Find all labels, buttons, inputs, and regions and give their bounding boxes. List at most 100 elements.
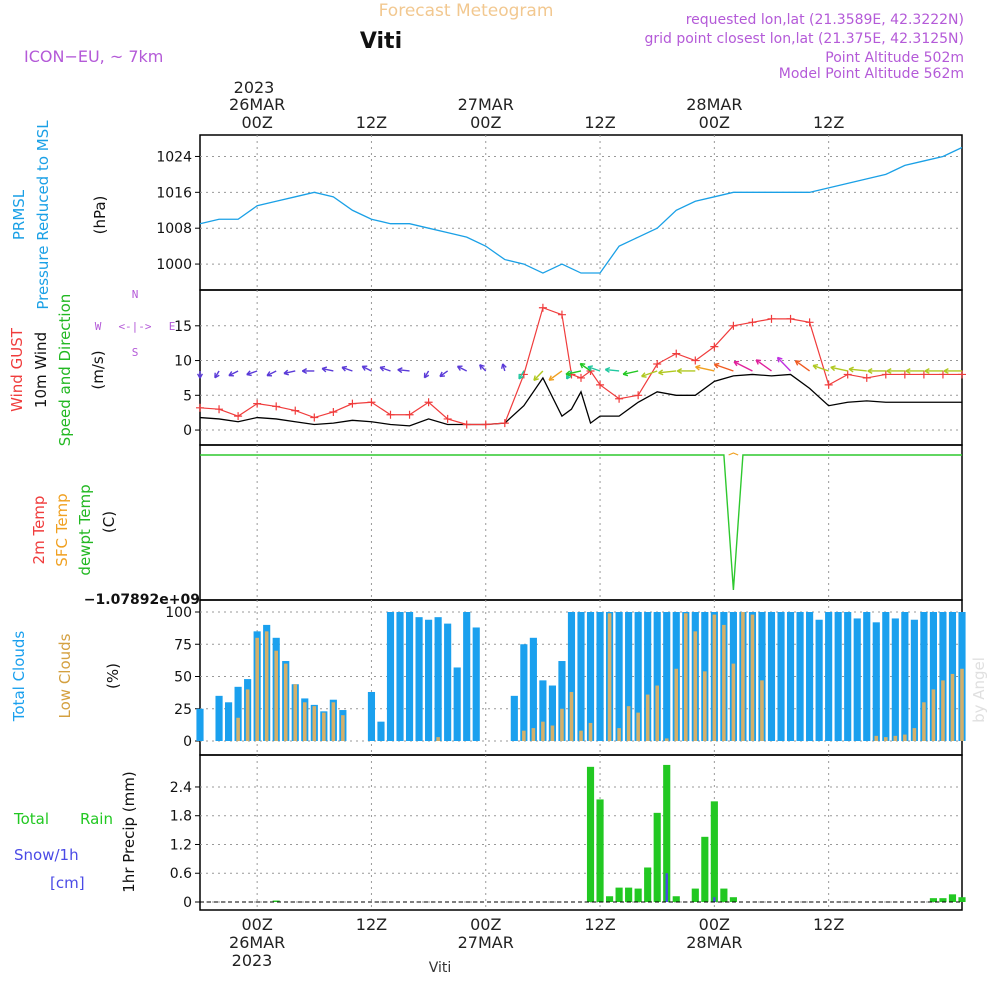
y-tick-label: 75: [174, 637, 192, 653]
low-cloud-bar: [731, 663, 736, 741]
total-cloud-bar: [853, 618, 861, 741]
low-cloud-bar: [912, 728, 917, 741]
low-cloud-bar: [274, 650, 278, 741]
gust-marker: [919, 370, 928, 379]
temp-tick-label: −1.07892e+09: [84, 592, 200, 608]
total-cloud-bar: [405, 612, 414, 741]
top-time-axis: 00Z 12Z 00Z 12Z 00Z 12Z 26MAR 27MAR 28MAR: [229, 95, 844, 132]
bottom-date-label: 27MAR: [458, 933, 514, 952]
low-cloud-bar: [874, 735, 879, 741]
total-cloud-bar: [434, 617, 442, 741]
total-cloud-bar: [834, 612, 842, 741]
low-cloud-bar: [579, 730, 583, 741]
low-cloud-bar: [903, 734, 907, 741]
wind-arrow-head: [848, 366, 854, 373]
bottom-date-label: 26MAR: [229, 933, 285, 952]
gust-marker: [272, 402, 281, 411]
bottom-tick-label: 12Z: [813, 915, 844, 934]
model-label: ICON−EU, ~ 7km: [24, 47, 163, 66]
panel-frame: [199, 134, 963, 291]
wind-10m-line: [199, 373, 962, 427]
gust-marker: [310, 413, 319, 422]
gust-marker: [500, 419, 509, 428]
snow-bar: [665, 873, 668, 902]
low-cloud-bar: [693, 631, 698, 741]
gust-marker: [710, 342, 719, 351]
low-cloud-bar: [255, 637, 259, 741]
compass-arrows-h: <-|->: [118, 320, 151, 333]
total-cloud-bar: [215, 695, 223, 741]
bottom-tick-label: 12Z: [584, 915, 615, 934]
compass-rose: N S W E <-|->: [95, 288, 176, 359]
low-cloud-bar: [931, 689, 936, 741]
pressure-labels: PRMSL Pressure Reduced to MSL (hPa): [10, 120, 109, 310]
rain-bar: [272, 900, 280, 902]
rain-bar: [606, 896, 614, 902]
sfc-temp-line: [728, 452, 739, 456]
rain-bar: [672, 896, 680, 902]
wind-arrow-head: [587, 365, 593, 371]
wind-arrow-head: [283, 369, 289, 376]
total-cloud-bar: [663, 612, 671, 741]
wind-arrow-head: [733, 360, 740, 367]
low-cloud-bar: [683, 613, 688, 741]
low-clouds-label: Low Clouds: [56, 633, 74, 718]
total-cloud-bar: [644, 612, 652, 741]
wind-speed-dir-label: Speed and Direction: [56, 294, 74, 447]
panel-wind: 0 5 10 15: [174, 289, 966, 446]
watermark: by Angel: [970, 657, 988, 723]
gust-marker: [691, 356, 700, 365]
panel-frame: [199, 754, 963, 911]
total-cloud-bar: [415, 617, 423, 741]
rain-bar: [729, 897, 737, 902]
top-year: 2023: [234, 78, 275, 97]
low-cloud-bar: [522, 730, 526, 741]
gust-marker: [938, 370, 947, 379]
location-title: Viti: [360, 29, 402, 54]
panel-frame: [199, 289, 963, 446]
dewpoint-line: [200, 454, 962, 591]
total-cloud-bar: [882, 612, 890, 741]
wind-arrow: [341, 366, 353, 372]
low-cloud-bar: [674, 668, 679, 741]
wind-arrow: [848, 368, 867, 372]
wind-arrow: [755, 359, 772, 372]
wind-arrow: [565, 370, 582, 375]
prmsl-label: PRMSL: [10, 189, 28, 240]
rain-bar: [701, 836, 709, 902]
wind-arrow-head: [713, 362, 720, 369]
gust-marker: [234, 412, 243, 421]
temp-unit: (C): [100, 511, 118, 533]
low-cloud-bar: [617, 728, 621, 741]
low-cloud-bar: [283, 663, 288, 741]
panel-pressure: 1000 1008 1016 1024: [156, 134, 963, 291]
bottom-tick-label: 00Z: [699, 915, 730, 934]
total-cloud-bar: [920, 612, 928, 741]
total-cloud-bar: [558, 661, 566, 741]
wind-arrow: [321, 367, 334, 372]
rain-bar: [596, 799, 604, 902]
gust-marker: [615, 394, 624, 403]
wind-arrow-head: [830, 365, 836, 372]
top-date-label: 26MAR: [229, 95, 285, 114]
gust-marker: [767, 314, 776, 323]
wind-arrow: [548, 370, 563, 381]
total-cloud-bar: [910, 619, 918, 741]
gust-marker: [481, 420, 490, 429]
low-cloud-bar: [655, 685, 659, 741]
gust-marker: [805, 318, 814, 327]
wind-arrow: [379, 366, 391, 372]
y-tick-label: 2.4: [170, 780, 192, 796]
precip-rain-label: Rain: [80, 810, 113, 828]
wind-arrow: [361, 365, 372, 372]
total-cloud-bar: [453, 667, 461, 741]
gust-marker: [634, 391, 643, 400]
total-cloud-bar: [529, 637, 537, 741]
low-cloud-bar: [626, 706, 631, 741]
gust-marker: [958, 370, 966, 379]
wind-arrow-head: [604, 366, 611, 373]
y-tick-label: 100: [165, 605, 192, 621]
gust-marker: [253, 399, 262, 408]
precip-cm-label: [cm]: [50, 874, 85, 892]
gust-marker: [824, 380, 833, 389]
